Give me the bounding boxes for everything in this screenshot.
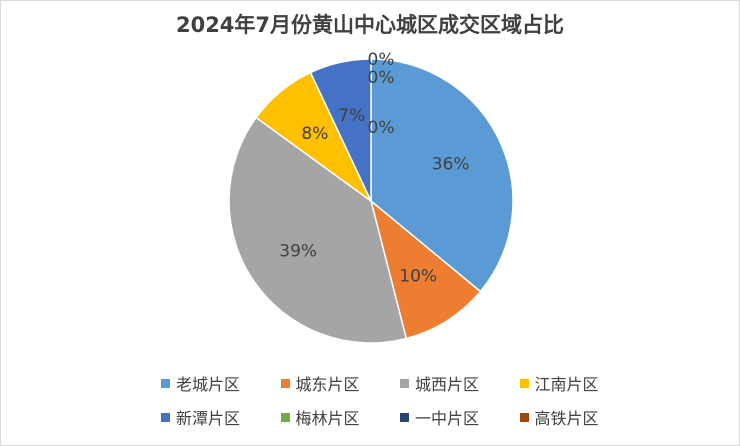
legend-item-5: 新潭片区	[161, 405, 263, 429]
legend-swatch	[161, 412, 170, 422]
pie-slice-2	[369, 198, 482, 340]
legend-item-6: 梅林片区	[280, 405, 383, 429]
legend-label: 梅林片区	[295, 409, 360, 428]
pie-slice-1	[370, 58, 514, 293]
legend-label: 高铁片区	[534, 409, 599, 428]
data-label-7: 0%	[368, 68, 395, 88]
legend-swatch	[400, 412, 409, 422]
legend-swatch	[161, 378, 170, 388]
legend-swatch	[519, 412, 529, 422]
chart-title: 2024年7月份黄山中心城区成交区域占比	[175, 13, 565, 37]
data-label-8: 0%	[368, 118, 395, 138]
legend-label: 一中片区	[415, 409, 480, 428]
legend-item-3: 城西片区	[400, 371, 502, 395]
data-label-3: 39%	[279, 241, 317, 261]
legend-swatch	[519, 378, 529, 388]
legend-item-2: 城东片区	[280, 371, 383, 395]
data-label-4: 8%	[301, 124, 328, 144]
legend-item-4: 江南片区	[519, 371, 622, 395]
legend-label: 江南片区	[534, 375, 599, 394]
pie-slice-3	[228, 116, 408, 344]
data-label-1: 36%	[432, 155, 470, 175]
legend-item-1: 老城片区	[161, 371, 263, 395]
legend-label: 新潭片区	[176, 409, 241, 428]
legend-swatch	[280, 378, 290, 388]
data-label-6: 0%	[368, 50, 395, 70]
legend-swatch	[280, 412, 290, 422]
legend-label: 老城片区	[176, 375, 241, 394]
pie-chart: 36%10%39%8%7%0%0%0%	[228, 50, 514, 344]
chart-legend: 老城片区 城东片区 城西片区 江南片区新潭片区 梅林片区 一中片区 高铁片区	[161, 371, 621, 429]
pie-slice-5	[309, 58, 372, 202]
data-label-5: 7%	[338, 106, 365, 126]
legend-label: 城东片区	[295, 375, 360, 394]
legend-item-8: 高铁片区	[519, 405, 622, 429]
legend-item-7: 一中片区	[400, 405, 502, 429]
legend-label: 城西片区	[415, 375, 480, 394]
data-label-2: 10%	[399, 266, 437, 286]
legend-swatch	[400, 378, 409, 388]
